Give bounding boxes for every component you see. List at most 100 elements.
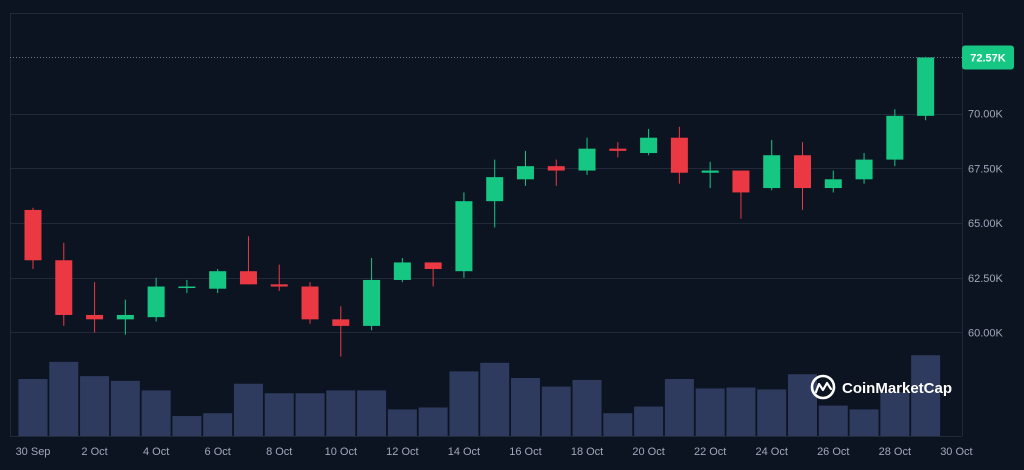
- x-tick-label: 30 Sep: [16, 446, 51, 458]
- volume-bar: [233, 383, 263, 436]
- candle-body: [270, 284, 288, 287]
- candle-body: [455, 201, 473, 272]
- volume-bar: [295, 393, 325, 436]
- candle-body: [86, 314, 104, 320]
- candle-body: [301, 286, 319, 320]
- candle-up: [486, 159, 504, 228]
- candle-body: [209, 271, 227, 289]
- x-tick-label: 18 Oct: [571, 446, 603, 458]
- candle-up: [393, 258, 411, 283]
- candle-down: [609, 142, 627, 158]
- y-tick-label: 65.00K: [968, 218, 1004, 230]
- x-tick-label: 10 Oct: [325, 446, 357, 458]
- candle-up: [363, 258, 381, 331]
- volume-bar: [49, 361, 79, 436]
- x-tick-label: 4 Oct: [143, 446, 169, 458]
- watermark: CoinMarketCap: [810, 374, 952, 400]
- volume-bar: [695, 388, 725, 436]
- candle-body: [178, 286, 196, 289]
- candle-up: [763, 139, 781, 191]
- volume-bar: [264, 393, 294, 436]
- candle-down: [270, 264, 288, 291]
- candle-up: [578, 137, 596, 175]
- candle-body: [363, 279, 381, 326]
- y-axis-labels: 60.00K 62.50K 65.00K 67.50K 70.00K: [968, 109, 1004, 340]
- y-tick-label: 67.50K: [968, 163, 1004, 175]
- candle-body: [424, 262, 442, 270]
- candle-body: [55, 260, 73, 315]
- candle-up: [147, 277, 165, 322]
- volume-bar: [880, 392, 910, 436]
- volume-bar: [634, 406, 664, 436]
- volume-bar: [387, 409, 417, 436]
- volume-bar: [203, 413, 233, 436]
- volume-bar: [572, 379, 602, 436]
- x-tick-label: 6 Oct: [205, 446, 231, 458]
- candle-body: [824, 179, 842, 189]
- volume-bar: [172, 416, 202, 436]
- x-tick-label: 30 Oct: [940, 446, 972, 458]
- candle-body: [332, 319, 350, 326]
- candle-body: [147, 286, 165, 318]
- volume-bar: [418, 407, 448, 436]
- candle-body: [393, 262, 411, 280]
- candle-body: [732, 170, 750, 193]
- current-price-label: 72.57K: [970, 53, 1006, 65]
- x-tick-label: 20 Oct: [632, 446, 664, 458]
- volume-bar: [541, 386, 571, 436]
- candle-down: [794, 142, 811, 210]
- candle-body: [516, 166, 534, 180]
- volume-bar: [510, 378, 540, 436]
- y-tick-label: 60.00K: [968, 327, 1004, 339]
- x-axis-labels: 30 Sep 2 Oct 4 Oct 6 Oct 8 Oct 10 Oct 12 Oct 14…: [16, 446, 973, 458]
- x-tick-label: 12 Oct: [386, 446, 418, 458]
- candle-down: [332, 306, 350, 357]
- coinmarketcap-logo-icon: [810, 374, 836, 400]
- x-tick-label: 16 Oct: [509, 446, 541, 458]
- volume-bar: [818, 405, 848, 436]
- candle-down: [547, 159, 565, 186]
- candle-body: [24, 209, 42, 261]
- candle-body: [917, 57, 935, 116]
- volume-bar: [726, 387, 756, 436]
- volume-bar: [480, 362, 510, 436]
- volume-bar: [757, 389, 787, 436]
- x-tick-label: 26 Oct: [817, 446, 849, 458]
- grid-lines: [10, 13, 963, 437]
- x-tick-label: 24 Oct: [756, 446, 788, 458]
- candle-body: [855, 159, 873, 180]
- volume-bar: [449, 371, 479, 436]
- candle-up: [855, 153, 873, 184]
- current-price: 72.57K: [10, 45, 1014, 70]
- volume-bars: [18, 355, 941, 436]
- candle-body: [640, 137, 658, 154]
- volume-bar: [110, 380, 140, 436]
- volume-bar: [80, 376, 110, 436]
- volume-bar: [141, 390, 171, 436]
- candle-body: [239, 271, 257, 285]
- x-tick-label: 14 Oct: [448, 446, 480, 458]
- candle-up: [178, 279, 196, 294]
- candle-up: [116, 299, 134, 335]
- candle-up: [824, 170, 842, 193]
- candle-down: [55, 242, 73, 326]
- x-tick-label: 2 Oct: [81, 446, 107, 458]
- volume-bar: [18, 379, 48, 436]
- candle-down: [86, 282, 104, 333]
- x-tick-label: 8 Oct: [266, 446, 292, 458]
- volume-bar: [357, 390, 387, 436]
- candle-up: [209, 269, 227, 294]
- candle-body: [763, 155, 781, 189]
- candle-body: [794, 155, 811, 189]
- candle-body: [578, 148, 596, 171]
- candle-up: [701, 161, 719, 189]
- y-tick-label: 62.50K: [968, 273, 1004, 285]
- candle-up: [886, 109, 904, 167]
- volume-bar: [664, 379, 694, 436]
- candle-body: [701, 170, 719, 173]
- candle-up: [917, 56, 935, 121]
- candle-body: [116, 314, 134, 320]
- candle-body: [670, 137, 688, 173]
- candle-down: [670, 126, 688, 184]
